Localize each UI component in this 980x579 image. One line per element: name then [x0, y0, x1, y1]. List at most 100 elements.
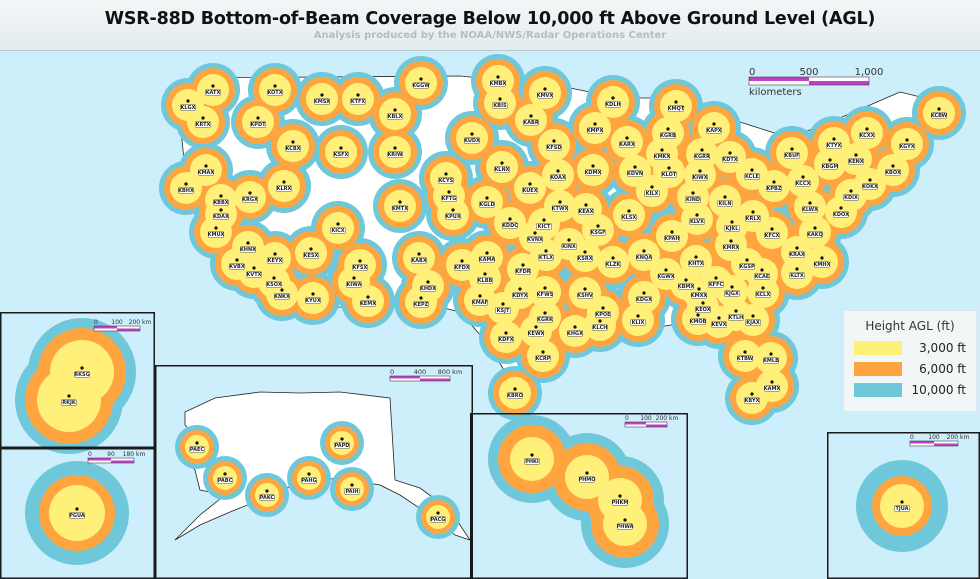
radar-site-knqa[interactable]: KNQA	[636, 249, 652, 261]
radar-site-kdtx[interactable]: KDTX	[722, 151, 738, 163]
radar-site-kfdx[interactable]: KFDX	[454, 259, 470, 271]
radar-site-ksjt[interactable]: KSJT	[495, 302, 511, 314]
radar-site-kmxx[interactable]: KMXX	[691, 287, 708, 299]
radar-site-pacg[interactable]: PACG	[430, 511, 446, 523]
radar-site-kccx[interactable]: KCCX	[795, 175, 811, 187]
radar-site-kbyx[interactable]: KBYX	[744, 392, 760, 404]
radar-site-ksox[interactable]: KSOX	[266, 276, 282, 288]
radar-site-kvbx[interactable]: KVBX	[229, 258, 245, 270]
radar-site-keox[interactable]: KEOX	[695, 301, 711, 313]
radar-site-kmrx[interactable]: KMRX	[723, 239, 740, 251]
radar-site-kshv[interactable]: KSHV	[577, 287, 593, 299]
radar-site-krlx[interactable]: KRLX	[745, 210, 761, 222]
radar-site-kmpx[interactable]: KMPX	[587, 122, 604, 134]
radar-site-kftg[interactable]: KFTG	[441, 190, 457, 202]
radar-site-kmsx[interactable]: KMSX	[314, 93, 330, 105]
radar-site-kotx[interactable]: KOTX	[267, 84, 283, 96]
radar-site-kamx[interactable]: KAMX	[764, 380, 781, 392]
radar-site-phmo[interactable]: PHMO	[578, 471, 596, 483]
radar-site-klnx[interactable]: KLNX	[494, 161, 510, 173]
radar-site-kfsx[interactable]: KFSX	[352, 259, 368, 271]
radar-site-kenx[interactable]: KENX	[848, 153, 864, 165]
radar-site-kapx[interactable]: KAPX	[706, 122, 722, 134]
radar-site-kfws[interactable]: KFWS	[537, 286, 554, 298]
radar-site-kdmx[interactable]: KDMX	[585, 164, 602, 176]
radar-site-kbuf[interactable]: KBUF	[784, 147, 800, 159]
radar-site-pgua[interactable]: PGUA	[69, 507, 85, 519]
radar-site-kcrp[interactable]: KCRP	[535, 350, 551, 362]
radar-site-kepz[interactable]: KEPZ	[413, 296, 429, 308]
radar-site-klsx[interactable]: KLSX	[621, 209, 637, 221]
radar-site-kbgm[interactable]: KBGM	[822, 158, 839, 170]
radar-site-kgrk[interactable]: KGRK	[537, 311, 554, 323]
radar-site-kilx[interactable]: KILX	[644, 185, 660, 197]
radar-site-kmaf[interactable]: KMAF	[472, 294, 488, 306]
radar-site-pabc[interactable]: PABC	[217, 472, 233, 484]
radar-site-khtx[interactable]: KHTX	[688, 255, 704, 267]
radar-site-kabx[interactable]: KABX	[411, 252, 427, 264]
radar-site-phkm[interactable]: PHKM	[612, 494, 629, 506]
radar-site-kfdr[interactable]: KFDR	[515, 263, 531, 275]
radar-site-kgrr[interactable]: KGRR	[694, 148, 710, 160]
radar-site-klzk[interactable]: KLZK	[605, 256, 622, 268]
radar-site-klgx[interactable]: KLGX	[180, 99, 196, 111]
radar-site-krgx[interactable]: KRGX	[242, 191, 258, 203]
radar-site-ktyx[interactable]: KTYX	[826, 137, 842, 149]
radar-site-ksfx[interactable]: KSFX	[333, 146, 349, 158]
radar-site-kevx[interactable]: KEVX	[711, 316, 727, 328]
radar-site-kbbx[interactable]: KBBX	[213, 194, 229, 206]
radar-site-kvnx[interactable]: KVNX	[527, 231, 543, 243]
radar-site-kjgx[interactable]: KJGX	[724, 285, 740, 297]
radar-site-keax[interactable]: KEAX	[578, 203, 594, 215]
radar-site-kgsp[interactable]: KGSP	[739, 258, 755, 270]
radar-site-kdix[interactable]: KDIX	[843, 189, 859, 201]
radar-site-kggw[interactable]: KGGW	[412, 77, 430, 89]
radar-site-kinx[interactable]: KINX	[561, 238, 577, 250]
radar-site-kdgx[interactable]: KDGX	[636, 291, 652, 303]
radar-site-kcbx[interactable]: KCBX	[285, 140, 301, 152]
radar-site-kind[interactable]: KIND	[685, 191, 701, 203]
radar-site-kyux[interactable]: KYUX	[305, 292, 321, 304]
radar-site-keyx[interactable]: KEYX	[267, 252, 283, 264]
radar-site-kcle[interactable]: KCLE	[744, 168, 760, 180]
radar-site-klix[interactable]: KLIX	[630, 314, 646, 326]
radar-site-kddc[interactable]: KDDC	[502, 217, 518, 229]
radar-site-khdx[interactable]: KHDX	[420, 280, 436, 292]
radar-site-kmob[interactable]: KMOB	[690, 313, 707, 325]
radar-site-kicx[interactable]: KICX	[330, 222, 346, 234]
radar-site-kfcx[interactable]: KFCX	[764, 227, 780, 239]
radar-site-kokx[interactable]: KOKX	[862, 178, 878, 190]
radar-site-kemx[interactable]: KEMX	[360, 295, 376, 307]
radar-site-kcxx[interactable]: KCXX	[859, 127, 875, 139]
radar-site-kbis[interactable]: KBIS	[492, 97, 508, 109]
radar-site-klvx[interactable]: KLVX	[689, 213, 705, 225]
radar-site-kudx[interactable]: KUDX	[464, 132, 480, 144]
radar-site-karx[interactable]: KARX	[619, 136, 635, 148]
radar-site-kuex[interactable]: KUEX	[522, 182, 538, 194]
radar-site-kpah[interactable]: KPAH	[664, 230, 680, 242]
radar-site-kmqt[interactable]: KMQT	[668, 100, 685, 112]
radar-site-kmhx[interactable]: KMHX	[814, 256, 831, 268]
radar-site-kjkl[interactable]: KJKL	[724, 220, 740, 232]
radar-site-kblx[interactable]: KBLX	[387, 108, 403, 120]
radar-site-kgrb[interactable]: KGRB	[660, 127, 676, 139]
radar-site-kgyx[interactable]: KGYX	[899, 138, 915, 150]
radar-site-kpux[interactable]: KPUX	[445, 208, 461, 220]
radar-site-kiwx[interactable]: KIWX	[692, 169, 708, 181]
radar-site-khgx[interactable]: KHGX	[567, 325, 583, 337]
radar-site-kjax[interactable]: KJAX	[745, 314, 761, 326]
radar-site-kmlb[interactable]: KMLB	[763, 352, 779, 364]
radar-site-katx[interactable]: KATX	[205, 84, 221, 96]
radar-site-kcys[interactable]: KCYS	[438, 172, 454, 184]
radar-site-khnx[interactable]: KHNX	[240, 241, 256, 253]
radar-site-klch[interactable]: KLCH	[592, 319, 608, 331]
radar-site-kbro[interactable]: KBRO	[507, 387, 523, 399]
radar-site-kmux[interactable]: KMUX	[208, 226, 225, 238]
radar-site-kmbx[interactable]: KMBX	[490, 75, 507, 87]
radar-site-kbmx[interactable]: KBMX	[678, 278, 695, 290]
radar-site-kltx[interactable]: KLTX	[789, 267, 805, 279]
radar-site-ktbw[interactable]: KTBW	[737, 350, 754, 362]
radar-site-kiwa[interactable]: KIWA	[346, 276, 362, 288]
radar-site-koax[interactable]: KOAX	[550, 169, 566, 181]
radar-site-kffc[interactable]: KFFC	[708, 276, 724, 288]
